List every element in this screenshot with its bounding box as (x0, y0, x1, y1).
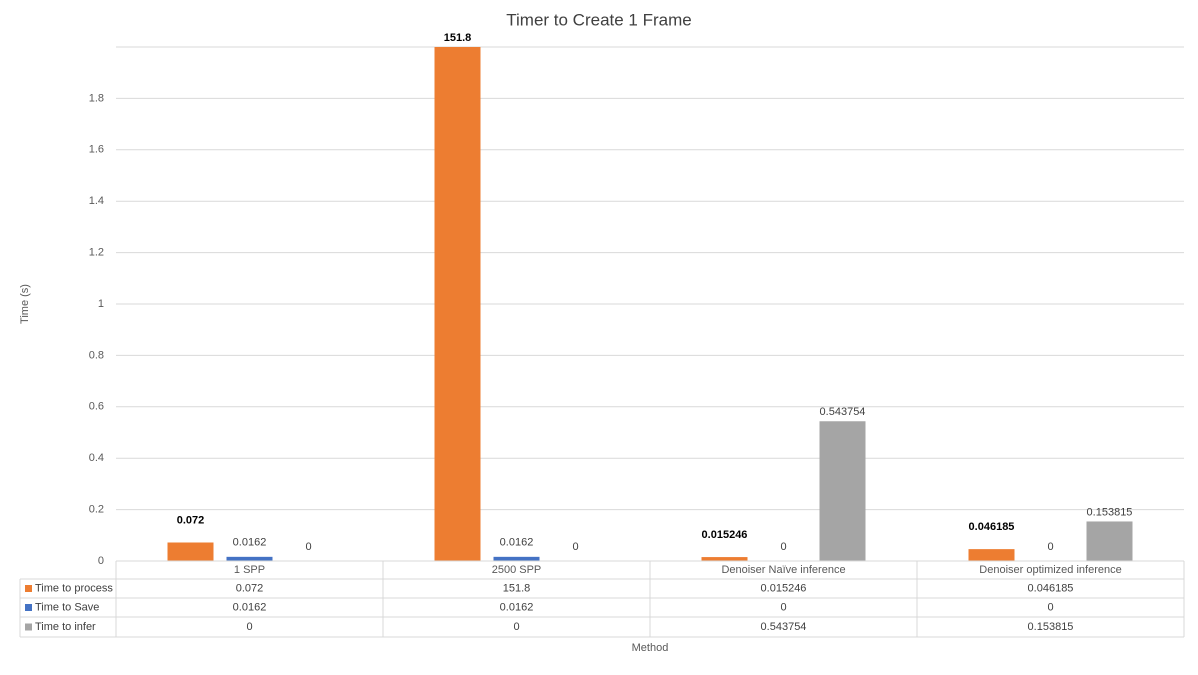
bar (434, 47, 481, 561)
y-tick-label: 1.8 (89, 92, 104, 104)
x-tick-label: 2500 SPP (492, 564, 542, 576)
table-cell: 0.0162 (500, 601, 534, 613)
bar (701, 557, 748, 561)
bar (1086, 521, 1133, 561)
table-cell: 0 (1047, 601, 1053, 613)
data-label: 0.015246 (702, 529, 748, 541)
y-tick-label: 1.2 (89, 247, 104, 259)
table-cell: 0.072 (236, 582, 264, 594)
bar (226, 556, 273, 561)
data-label: 0.0162 (233, 537, 267, 549)
data-label: 0 (1047, 541, 1053, 553)
data-label: 0.0162 (500, 537, 534, 549)
y-axis-title: Time (s) (19, 284, 31, 324)
data-label: 0.153815 (1087, 506, 1133, 518)
y-tick-label: 1.6 (89, 144, 104, 156)
table-cell: 0.543754 (761, 621, 807, 633)
y-tick-label: 0.2 (89, 504, 104, 516)
bar (167, 542, 214, 561)
y-tick-label: 1 (98, 298, 104, 310)
x-tick-label: Denoiser optimized inference (979, 564, 1121, 576)
legend-swatch (25, 585, 32, 592)
data-label: 0.046185 (969, 521, 1015, 533)
y-tick-label: 0.6 (89, 401, 104, 413)
x-axis-title: Method (632, 642, 669, 654)
x-tick-label: 1 SPP (234, 564, 265, 576)
chart-title: Timer to Create 1 Frame (506, 10, 691, 29)
table-cell: 0.046185 (1028, 582, 1074, 594)
data-label: 0 (780, 541, 786, 553)
plot-area (167, 47, 1133, 561)
legend-swatch (25, 604, 32, 611)
table-cell: 0.153815 (1028, 621, 1074, 633)
y-tick-label: 0.8 (89, 349, 104, 361)
table-cell: 151.8 (503, 582, 531, 594)
bar (968, 549, 1015, 561)
table-cell: 0.015246 (761, 582, 807, 594)
y-tick-label: 0 (98, 555, 104, 567)
data-label: 0 (305, 541, 311, 553)
bar (493, 556, 540, 561)
data-label: 0.543754 (820, 406, 866, 418)
data-label: 0 (572, 541, 578, 553)
legend-label: Time to infer (35, 621, 96, 633)
y-tick-label: 1.4 (89, 195, 104, 207)
data-label: 151.8 (444, 32, 472, 44)
bar (819, 421, 866, 561)
data-label: 0.072 (177, 514, 205, 526)
legend-label: Time to process (35, 582, 113, 594)
table-cell: 0 (780, 601, 786, 613)
x-tick-label: Denoiser Naïve inference (721, 564, 845, 576)
table-cell: 0.0162 (233, 601, 267, 613)
table-cell: 0 (246, 621, 252, 633)
legend-label: Time to Save (35, 601, 99, 613)
legend-swatch (25, 623, 32, 631)
y-tick-label: 0.4 (89, 452, 104, 464)
table-cell: 0 (513, 621, 519, 633)
